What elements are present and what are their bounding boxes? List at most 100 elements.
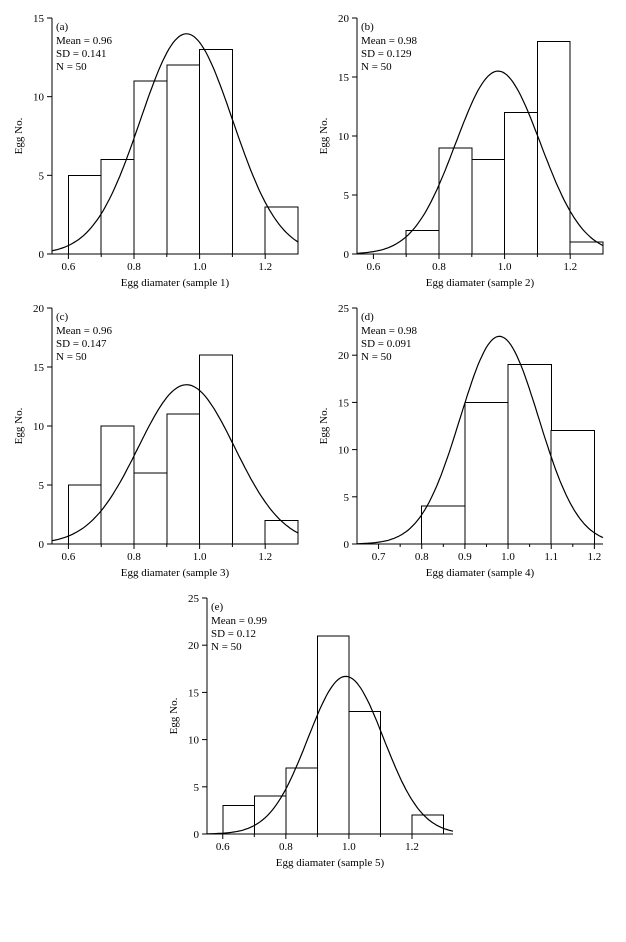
xtick-label: 0.8	[127, 551, 141, 563]
x-axis-label: Egg diamater (sample 4)	[426, 567, 535, 579]
bar	[570, 242, 603, 254]
ytick-label: 5	[344, 492, 350, 504]
x-axis-label: Egg diamater (sample 3)	[121, 567, 230, 579]
ytick-label: 15	[338, 397, 350, 409]
bar	[265, 207, 298, 254]
ytick-label: 0	[344, 539, 350, 551]
stats-annotation: N = 50	[361, 61, 392, 73]
stats-annotation: Mean = 0.96	[56, 325, 112, 337]
ytick-label: 15	[338, 72, 350, 84]
bar	[465, 402, 508, 544]
panel-tag: (d)	[361, 311, 374, 323]
xtick-label: 0.8	[127, 261, 141, 273]
y-axis-label: Egg No.	[13, 407, 25, 444]
ytick-label: 10	[33, 421, 45, 433]
ytick-label: 5	[39, 480, 45, 492]
ytick-label: 10	[188, 735, 200, 747]
bar	[167, 65, 200, 254]
ytick-label: 10	[33, 92, 45, 104]
ytick-label: 25	[188, 593, 200, 605]
stats-annotation: N = 50	[361, 351, 392, 363]
panel-d: 0.70.80.91.01.11.20510152025Egg diamater…	[313, 298, 618, 588]
x-axis-label: Egg diamater (sample 1)	[121, 277, 230, 289]
y-axis-label: Egg No.	[318, 117, 330, 154]
xtick-label: 0.9	[458, 551, 472, 563]
xtick-label: 0.6	[62, 261, 76, 273]
bar	[200, 355, 233, 544]
stats-annotation: N = 50	[211, 641, 242, 653]
chart-a: 0.60.81.01.2051015Egg diamater (sample 1…	[8, 8, 308, 298]
ytick-label: 0	[194, 829, 200, 841]
chart-c: 0.60.81.01.205101520Egg diamater (sample…	[8, 298, 308, 588]
ytick-label: 0	[344, 249, 350, 261]
xtick-label: 0.8	[432, 261, 446, 273]
bar	[317, 636, 349, 834]
ytick-label: 15	[188, 687, 200, 699]
bar	[68, 175, 101, 254]
stats-annotation: Mean = 0.99	[211, 615, 267, 627]
ytick-label: 20	[338, 350, 350, 362]
xtick-label: 0.7	[372, 551, 386, 563]
xtick-label: 0.6	[367, 261, 381, 273]
panel-tag: (b)	[361, 21, 374, 33]
bar	[439, 148, 472, 254]
bar	[254, 796, 285, 834]
bar	[101, 160, 134, 254]
xtick-label: 1.0	[193, 261, 207, 273]
panel-tag: (e)	[211, 601, 224, 613]
stats-annotation: SD = 0.091	[361, 338, 412, 350]
ytick-label: 0	[39, 539, 45, 551]
y-axis-label: Egg No.	[318, 407, 330, 444]
y-axis-label: Egg No.	[168, 697, 180, 734]
x-axis-label: Egg diamater (sample 5)	[276, 857, 385, 869]
bar	[134, 81, 167, 254]
xtick-label: 1.0	[342, 841, 356, 853]
stats-annotation: SD = 0.12	[211, 628, 256, 640]
ytick-label: 0	[39, 249, 45, 261]
xtick-label: 1.1	[544, 551, 558, 563]
panel-e: 0.60.81.01.20510152025Egg diamater (samp…	[8, 588, 618, 878]
panel-c: 0.60.81.01.205101520Egg diamater (sample…	[8, 298, 313, 588]
ytick-label: 20	[188, 640, 200, 652]
bar	[422, 506, 465, 544]
xtick-label: 1.0	[498, 261, 512, 273]
stats-annotation: SD = 0.129	[361, 48, 412, 60]
bar	[167, 414, 200, 544]
ytick-label: 25	[338, 303, 350, 315]
bar	[68, 485, 101, 544]
ytick-label: 10	[338, 131, 350, 143]
xtick-label: 0.6	[216, 841, 230, 853]
stats-annotation: N = 50	[56, 351, 87, 363]
bar	[223, 806, 255, 834]
ytick-label: 15	[33, 13, 45, 25]
panel-tag: (a)	[56, 21, 69, 33]
stats-annotation: Mean = 0.96	[56, 35, 112, 47]
chart-e: 0.60.81.01.20510152025Egg diamater (samp…	[163, 588, 463, 878]
figure-grid: 0.6 0.8 1.0 1.2 0 5 10 15 Egg diamater (sample 1…	[0, 0, 626, 890]
stats-annotation: SD = 0.147	[56, 338, 107, 350]
bar	[200, 50, 233, 255]
xtick-label: 1.0	[193, 551, 207, 563]
panel-a: 0.60.81.01.2051015Egg diamater (sample 1…	[8, 8, 313, 298]
x-axis-label: Egg diamater (sample 2)	[426, 277, 535, 289]
stats-annotation: SD = 0.141	[56, 48, 107, 60]
ytick-label: 10	[338, 445, 350, 457]
bar	[505, 112, 538, 254]
y-axis-label: Egg No.	[13, 117, 25, 154]
ytick-label: 5	[39, 170, 45, 182]
xtick-label: 0.6	[62, 551, 76, 563]
bar	[472, 160, 505, 254]
bar	[286, 768, 318, 834]
bar	[265, 520, 298, 544]
stats-annotation: Mean = 0.98	[361, 325, 417, 337]
stats-annotation: Mean = 0.98	[361, 35, 417, 47]
xtick-label: 1.0	[501, 551, 515, 563]
bar	[406, 230, 439, 254]
xtick-label: 1.2	[587, 551, 601, 563]
ytick-label: 20	[33, 303, 45, 315]
stats-annotation: N = 50	[56, 61, 87, 73]
bar	[349, 711, 381, 834]
xtick-label: 1.2	[258, 551, 272, 563]
chart-b: 0.60.81.01.205101520Egg diamater (sample…	[313, 8, 613, 298]
panel-tag: (c)	[56, 311, 69, 323]
